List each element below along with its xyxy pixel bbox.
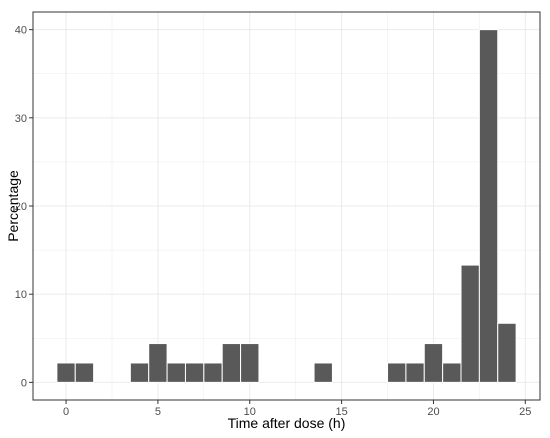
histogram-bar <box>442 362 462 383</box>
grid-lines <box>33 12 540 400</box>
x-tick-label: 20 <box>427 406 439 418</box>
histogram-bar <box>184 362 205 383</box>
y-tick-label: 20 <box>15 201 27 213</box>
histogram-bar <box>148 343 168 383</box>
histogram-bar <box>405 362 425 383</box>
histogram-bar <box>497 322 517 383</box>
histogram-bar <box>56 362 76 383</box>
histogram-bar <box>129 362 150 383</box>
histogram-bar <box>240 343 260 383</box>
x-tick-label: 15 <box>335 406 347 418</box>
x-tick-label: 5 <box>155 406 161 418</box>
y-tick-label: 0 <box>21 377 27 389</box>
y-tick-label: 30 <box>15 113 27 125</box>
y-axis-title: Percentage <box>5 170 21 242</box>
histogram-bar <box>387 362 407 383</box>
x-tick-label: 10 <box>244 406 256 418</box>
histogram-bar <box>460 264 480 383</box>
x-axis-title: Time after dose (h) <box>228 415 346 431</box>
histogram-bar <box>313 362 333 383</box>
x-tick-label: 25 <box>519 406 531 418</box>
x-tick-label: 0 <box>63 406 69 418</box>
histogram-bar <box>166 362 186 383</box>
histogram-bar <box>74 362 95 383</box>
bars <box>56 29 517 383</box>
histogram-bar <box>423 343 444 383</box>
x-axis-ticks: 0 5 10 15 20 25 <box>63 400 531 418</box>
histogram-bar <box>478 29 499 383</box>
y-tick-label: 10 <box>15 289 27 301</box>
y-axis-ticks: 0 10 20 30 40 <box>15 25 33 389</box>
y-tick-label: 40 <box>15 25 27 37</box>
histogram-bar <box>221 343 242 383</box>
histogram-bar <box>203 362 223 383</box>
